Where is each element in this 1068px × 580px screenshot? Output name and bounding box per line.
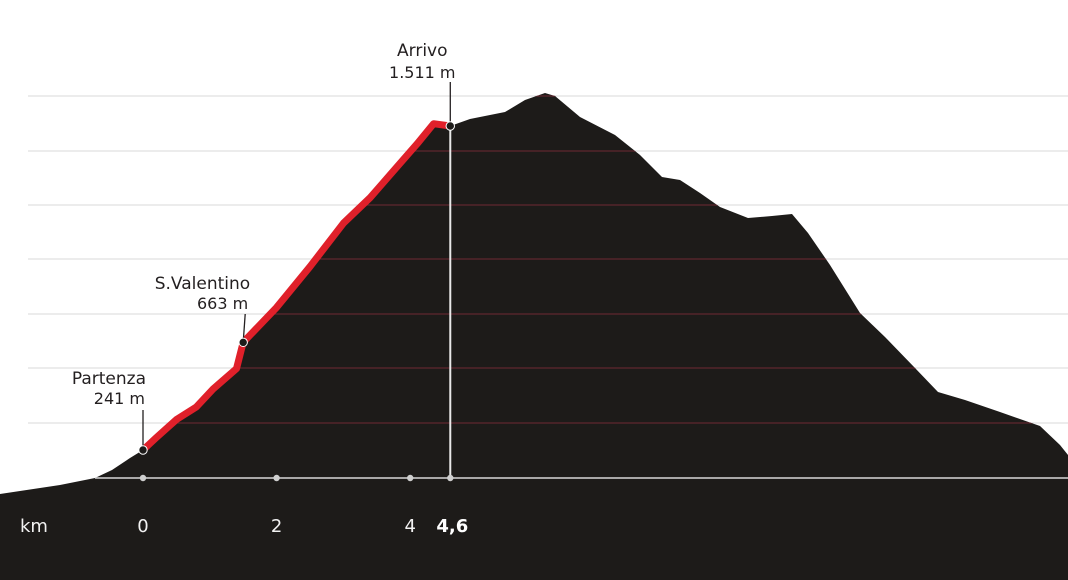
- x-tick-label-finish: 4,6: [436, 516, 468, 537]
- marker-dots: [138, 121, 455, 455]
- mountain-silhouette: [0, 93, 1068, 580]
- marker-dot-start: [138, 445, 148, 455]
- x-axis-unit-label: km: [20, 516, 48, 537]
- x-tick-label-2: 2: [271, 516, 282, 537]
- marker-dot-mid: [238, 337, 248, 348]
- marker-mid-name: S.Valentino: [155, 274, 250, 294]
- leader-mid: [242, 313, 246, 343]
- x-tick-dot-3: [447, 474, 454, 482]
- marker-start-elevation: 241 m: [94, 389, 145, 408]
- marker-finish-elevation: 1.511 m: [389, 63, 455, 82]
- x-tick-dot-2: [407, 474, 414, 482]
- x-tick-dot-1: [273, 474, 280, 482]
- x-axis-tick-dots: [139, 474, 454, 482]
- marker-leaders: [142, 82, 451, 450]
- marker-mid-elevation: 663 m: [197, 294, 248, 313]
- marker-dot-finish: [445, 121, 455, 131]
- x-tick-label-0: 0: [137, 516, 148, 537]
- marker-finish-name: Arrivo: [397, 41, 448, 61]
- route-line: [140, 120, 451, 453]
- marker-start-name: Partenza: [72, 369, 146, 389]
- x-tick-dot-0: [139, 474, 147, 482]
- x-tick-label-4: 4: [404, 516, 415, 537]
